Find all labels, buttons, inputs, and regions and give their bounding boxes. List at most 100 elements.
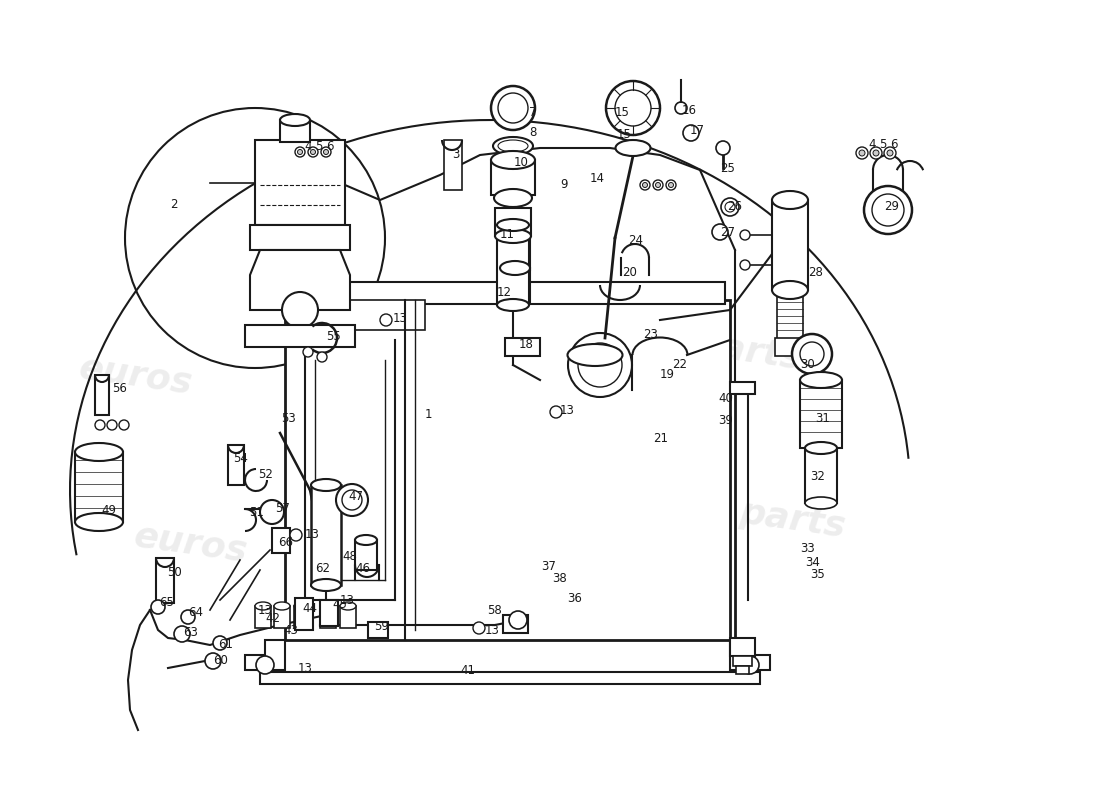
Circle shape bbox=[675, 102, 688, 114]
Text: 29: 29 bbox=[884, 199, 899, 213]
Text: 13: 13 bbox=[298, 662, 312, 674]
Bar bbox=[280, 120, 310, 142]
Text: 4: 4 bbox=[304, 141, 311, 154]
Ellipse shape bbox=[495, 229, 531, 243]
Bar bbox=[295, 598, 313, 630]
Text: 2: 2 bbox=[170, 198, 177, 211]
Circle shape bbox=[260, 500, 284, 524]
Text: 43: 43 bbox=[283, 623, 298, 637]
Text: 28: 28 bbox=[808, 266, 823, 278]
Text: 49: 49 bbox=[101, 503, 116, 517]
Bar bbox=[340, 606, 356, 628]
Text: parts: parts bbox=[693, 328, 804, 376]
Text: 4: 4 bbox=[868, 138, 876, 151]
Text: 10: 10 bbox=[514, 157, 529, 170]
Text: 23: 23 bbox=[644, 329, 658, 342]
Bar bbox=[355, 540, 377, 570]
Bar bbox=[285, 300, 730, 640]
Text: 35: 35 bbox=[810, 569, 825, 582]
Circle shape bbox=[119, 420, 129, 430]
Text: 6: 6 bbox=[890, 138, 898, 151]
Ellipse shape bbox=[75, 443, 123, 461]
Text: 60: 60 bbox=[213, 654, 228, 667]
Circle shape bbox=[740, 260, 750, 270]
Ellipse shape bbox=[491, 151, 535, 169]
Text: 64: 64 bbox=[188, 606, 204, 619]
Circle shape bbox=[606, 81, 660, 135]
Bar bbox=[368, 622, 388, 638]
Text: 47: 47 bbox=[348, 490, 363, 503]
Circle shape bbox=[379, 314, 392, 326]
Ellipse shape bbox=[616, 140, 650, 156]
Circle shape bbox=[884, 147, 896, 159]
Ellipse shape bbox=[568, 344, 623, 366]
Text: 50: 50 bbox=[167, 566, 182, 578]
Text: 44: 44 bbox=[302, 602, 317, 614]
Text: 20: 20 bbox=[621, 266, 637, 278]
Text: 3: 3 bbox=[452, 149, 460, 162]
Text: 42: 42 bbox=[265, 613, 280, 626]
Circle shape bbox=[640, 180, 650, 190]
Polygon shape bbox=[250, 250, 350, 310]
Polygon shape bbox=[730, 640, 770, 670]
Circle shape bbox=[297, 150, 302, 154]
Text: 13: 13 bbox=[485, 623, 499, 637]
Circle shape bbox=[182, 610, 195, 624]
Text: 53: 53 bbox=[280, 413, 296, 426]
Text: 36: 36 bbox=[566, 593, 582, 606]
Circle shape bbox=[310, 150, 316, 154]
Bar bbox=[320, 600, 338, 626]
Text: euros: euros bbox=[517, 327, 635, 377]
Bar bbox=[497, 225, 529, 305]
Circle shape bbox=[295, 147, 305, 157]
Bar bbox=[800, 380, 842, 448]
Text: 18: 18 bbox=[519, 338, 534, 350]
Text: euros: euros bbox=[550, 495, 668, 545]
Text: 62: 62 bbox=[315, 562, 330, 574]
Text: 26: 26 bbox=[727, 201, 742, 214]
Text: 61: 61 bbox=[218, 638, 233, 651]
Text: 38: 38 bbox=[552, 571, 567, 585]
Ellipse shape bbox=[274, 602, 290, 610]
Circle shape bbox=[870, 147, 882, 159]
Text: 6: 6 bbox=[326, 141, 333, 154]
Ellipse shape bbox=[255, 602, 271, 610]
Circle shape bbox=[498, 93, 528, 123]
Circle shape bbox=[107, 420, 117, 430]
Ellipse shape bbox=[500, 218, 530, 232]
Text: 27: 27 bbox=[720, 226, 735, 238]
Text: 8: 8 bbox=[529, 126, 537, 139]
Text: 57: 57 bbox=[275, 502, 290, 514]
Ellipse shape bbox=[497, 219, 529, 231]
Ellipse shape bbox=[500, 261, 530, 275]
Circle shape bbox=[302, 347, 313, 357]
Text: 21: 21 bbox=[653, 431, 668, 445]
Bar bbox=[730, 382, 755, 394]
Text: 54: 54 bbox=[233, 451, 248, 465]
Circle shape bbox=[491, 86, 535, 130]
Text: 17: 17 bbox=[690, 125, 705, 138]
Text: 1: 1 bbox=[425, 409, 432, 422]
Text: 48: 48 bbox=[342, 550, 356, 562]
Bar bbox=[730, 638, 755, 656]
Ellipse shape bbox=[320, 602, 336, 610]
Circle shape bbox=[336, 484, 368, 516]
Ellipse shape bbox=[311, 479, 341, 491]
Circle shape bbox=[290, 529, 303, 541]
Circle shape bbox=[615, 90, 651, 126]
Ellipse shape bbox=[805, 497, 837, 509]
Bar bbox=[736, 666, 749, 674]
Circle shape bbox=[213, 636, 227, 650]
Text: 65: 65 bbox=[160, 597, 174, 610]
Text: 13: 13 bbox=[393, 311, 408, 325]
Ellipse shape bbox=[311, 579, 341, 591]
Bar bbox=[290, 282, 725, 304]
Ellipse shape bbox=[355, 535, 377, 545]
Circle shape bbox=[174, 626, 190, 642]
Circle shape bbox=[856, 147, 868, 159]
Circle shape bbox=[151, 600, 165, 614]
Text: 30: 30 bbox=[800, 358, 815, 371]
Circle shape bbox=[256, 656, 274, 674]
Text: parts: parts bbox=[737, 496, 848, 544]
Circle shape bbox=[740, 230, 750, 240]
